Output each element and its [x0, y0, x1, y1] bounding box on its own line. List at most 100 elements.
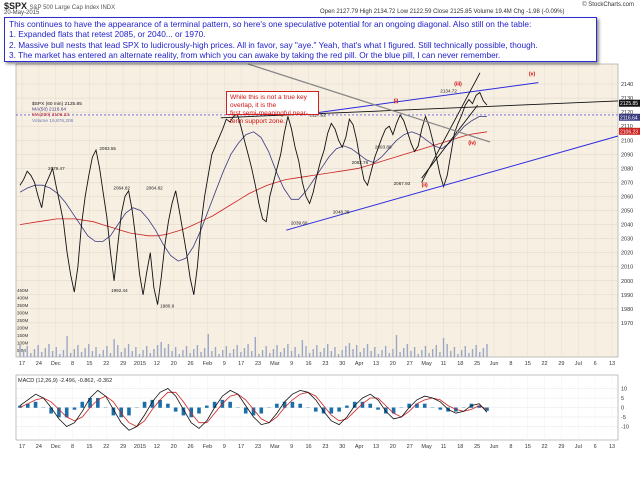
volume-bar: [178, 354, 180, 357]
time-tick-label: 23: [255, 361, 261, 367]
volume-bar: [30, 353, 32, 357]
macd-histogram-bar: [88, 398, 92, 408]
volume-bar: [66, 336, 68, 357]
volume-bar: [229, 353, 231, 357]
macd-time-tick-label: 8: [71, 444, 74, 450]
volume-tick-label: 250M: [17, 318, 29, 323]
time-tick-label: 22: [103, 361, 109, 367]
price-annotation: 2048.38: [333, 209, 350, 214]
time-tick-label: 15: [86, 361, 92, 367]
price-annotation: 2079.47: [48, 166, 65, 171]
time-tick-label: 15: [525, 361, 531, 367]
volume-tick-label: 200M: [17, 326, 29, 331]
macd-histogram-bar: [142, 401, 147, 408]
volume-bar: [232, 349, 235, 357]
volume-bar: [167, 344, 170, 357]
volume-bar: [370, 351, 372, 357]
volume-bar: [363, 348, 365, 357]
volume-bar: [127, 344, 130, 357]
time-tick-label: 24: [36, 361, 42, 367]
volume-bar: [69, 353, 72, 357]
volume-bar: [254, 337, 257, 357]
macd-histogram-bar: [228, 401, 232, 408]
callout-line: While this is not a true key overlap, it…: [230, 94, 307, 109]
ma50-line: [19, 116, 487, 262]
macd-histogram-bar: [212, 401, 217, 408]
volume-bar: [142, 350, 144, 357]
volume-bar: [348, 343, 351, 357]
volume-bar: [124, 348, 126, 357]
macd-tick-label: 10: [621, 387, 627, 393]
price-tick-label: 2030: [621, 237, 633, 243]
macd-time-tick-label: 20: [390, 444, 396, 450]
price-tick-label: 2090: [621, 152, 633, 158]
macd-histogram-bar: [18, 405, 22, 408]
volume-bar: [446, 344, 448, 357]
wave-label: (i): [394, 98, 399, 104]
volume-bar: [214, 347, 217, 357]
wave-label: (v): [529, 72, 535, 78]
volume-bar: [91, 351, 94, 357]
macd-histogram-bar: [158, 399, 162, 408]
volume-bar: [366, 344, 369, 357]
macd-time-tick-label: 9: [223, 444, 226, 450]
volume-bar: [381, 350, 383, 357]
note-line: 2. Massive bull nests that lead SPX to l…: [9, 39, 538, 50]
value-tag: [619, 99, 640, 107]
macd-time-tick-label: 23: [255, 444, 261, 450]
volume-bar: [117, 345, 119, 357]
symbol-name: $SPX: [4, 1, 28, 11]
macd-histogram-bar: [205, 405, 209, 408]
volume-bar: [113, 339, 115, 357]
volume-bar: [341, 350, 343, 357]
volume-tick-label: 150M: [17, 333, 29, 338]
time-tick-label: 9: [223, 361, 226, 367]
volume-bar: [164, 348, 166, 357]
volume-bar: [290, 351, 293, 357]
legend-entry: Volume 19,876,206: [32, 118, 74, 124]
price-panel: 2140213021202110210020902080207020602050…: [15, 63, 640, 367]
macd-time-tick-label: 27: [407, 444, 413, 450]
macd-time-tick-label: Apr: [355, 444, 364, 450]
macd-histogram-bar: [313, 407, 318, 412]
macd-histogram-bar: [298, 403, 302, 408]
time-tick-label: 13: [609, 361, 615, 367]
time-tick-label: 29: [120, 361, 126, 367]
upper-trendline: [300, 82, 539, 116]
macd-histogram-bar: [166, 403, 170, 408]
volume-bar: [222, 350, 224, 357]
volume-tick-label: 400M: [17, 296, 29, 301]
volume-bar: [19, 344, 21, 357]
price-tick-label: 2080: [621, 166, 633, 172]
macd-time-tick-label: 9: [290, 444, 293, 450]
macd-histogram-bar: [352, 401, 357, 408]
macd-time-tick-label: 29: [558, 444, 564, 450]
volume-bar: [417, 354, 419, 357]
macd-histogram-bar: [422, 403, 427, 408]
volume-bar: [330, 351, 333, 357]
stockcharts-logo: © StockCharts.com: [582, 2, 634, 8]
volume-bar: [279, 352, 282, 357]
price-annotation: 2082.76: [352, 160, 369, 165]
volume-bar: [174, 347, 177, 357]
volume-bar: [460, 350, 463, 357]
volume-bar: [305, 346, 307, 357]
volume-bar: [312, 349, 314, 357]
volume-bar: [287, 344, 289, 357]
price-tick-label: 1980: [621, 307, 633, 313]
note-line: 1. Expanded flats that retest 2085, or 2…: [9, 29, 206, 40]
time-tick-label: 2015: [134, 361, 146, 367]
volume-bar: [153, 349, 155, 357]
volume-bar: [272, 349, 275, 357]
macd-histogram-bar: [477, 405, 482, 408]
time-tick-label: 26: [188, 361, 194, 367]
volume-bar: [431, 349, 434, 357]
price-tick-label: 1970: [621, 321, 633, 327]
callout-line: first semi-meaningful near-term support …: [230, 110, 309, 125]
time-tick-label: 12: [154, 361, 160, 367]
time-tick-label: May: [421, 361, 432, 367]
wedge-support-line: [421, 72, 481, 183]
legend-entry: MA(200) 2106.23: [32, 112, 69, 118]
macd-histogram-bar: [127, 407, 131, 416]
